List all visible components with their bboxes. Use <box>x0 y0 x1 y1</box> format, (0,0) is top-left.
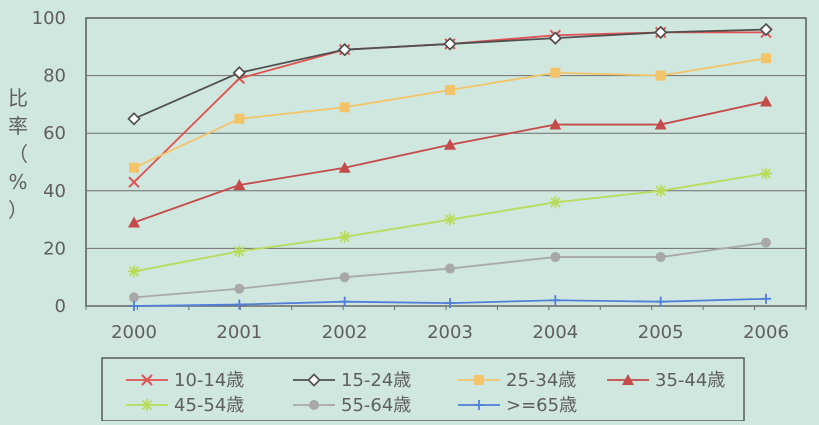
legend-item-6: >=65歳 <box>458 395 577 416</box>
y-tick-label-0: 0 <box>55 296 66 317</box>
legend-marker-0 <box>141 374 153 386</box>
legend-item-4: 45-54歳 <box>126 395 244 416</box>
x-tick-label-2: 2002 <box>322 322 368 343</box>
legend-item-1: 15-24歳 <box>293 370 411 391</box>
series-3-point-0 <box>128 216 140 228</box>
series-2-point-4 <box>550 67 561 78</box>
legend-label-5: 55-64歳 <box>341 395 411 416</box>
series-6-point-2 <box>339 296 350 307</box>
legend-label-3: 35-44歳 <box>655 370 725 391</box>
series-4-point-0 <box>128 265 140 278</box>
legend-label-6: >=65歳 <box>506 395 577 416</box>
y-tick-label-1: 20 <box>43 238 66 259</box>
legend-item-3: 35-44歳 <box>607 370 725 391</box>
y-tick-label-2: 40 <box>43 181 66 202</box>
y-tick-labels: 0 20 40 60 80 100 <box>32 8 66 317</box>
series-2-point-2 <box>339 102 350 113</box>
legend-item-0: 10-14歳 <box>126 370 244 391</box>
series-6-point-5 <box>655 296 666 307</box>
legend-marker-3 <box>622 374 634 385</box>
y-tick-label-4: 80 <box>43 66 66 87</box>
legend-marker-5 <box>309 400 319 410</box>
series-6-point-3 <box>445 298 455 309</box>
series-1-point-4 <box>548 31 563 45</box>
series-6-point-6 <box>761 293 771 304</box>
series-5-point-6 <box>761 237 771 248</box>
series-points <box>127 22 773 311</box>
x-tick-label-6: 2006 <box>743 322 789 343</box>
x-tick-label-1: 2001 <box>216 322 262 343</box>
series-1-point-0 <box>127 112 141 126</box>
series-0-point-0 <box>128 176 140 188</box>
y-axis-label-char-0: 比 <box>8 86 28 110</box>
series-2-point-1 <box>234 113 245 124</box>
series-5-point-4 <box>550 252 561 263</box>
legend-marker-2 <box>474 375 484 385</box>
series-2-point-6 <box>761 53 771 64</box>
series-5-point-0 <box>129 292 139 303</box>
series-2-point-0 <box>129 162 139 173</box>
y-axis-label-char-1: 率 <box>8 114 28 138</box>
series-3-point-4 <box>549 118 562 130</box>
series-2-point-3 <box>445 85 455 95</box>
x-tick-labels: 2000 2001 2002 2003 2004 2005 2006 <box>111 322 789 343</box>
y-tick-label-5: 100 <box>32 8 66 29</box>
series-1-point-3 <box>443 37 457 51</box>
legend-item-5: 55-64歳 <box>293 395 411 416</box>
y-axis-label-char-3: % <box>8 170 27 194</box>
series-4-point-6 <box>760 167 772 180</box>
series-1-point-5 <box>653 25 668 40</box>
series-1-point-2 <box>337 42 352 57</box>
gridlines <box>85 75 807 310</box>
legend-box <box>101 357 745 422</box>
series-4-point-2 <box>338 230 351 243</box>
y-axis-label-group: 比率 （% ） <box>8 86 28 222</box>
legend-label-1: 15-24歳 <box>341 370 411 391</box>
x-tick-label-0: 2000 <box>111 322 157 343</box>
series-4-point-5 <box>654 184 667 197</box>
plot-border <box>85 17 807 307</box>
series-2-point-5 <box>655 70 666 81</box>
series-3-point-6 <box>760 95 772 107</box>
y-axis-label-char-4: ） <box>8 198 28 222</box>
legend-label-0: 10-14歳 <box>174 370 244 391</box>
x-tick-label-5: 2005 <box>638 322 684 343</box>
series-4-point-3 <box>444 213 456 226</box>
legend-label-4: 45-54歳 <box>174 395 244 416</box>
series-6-point-1 <box>234 299 245 310</box>
legend: 10-14歳 15-24歳 25-34歳 35-44歳 45-54歳 55-64歳 >=65… <box>101 357 745 422</box>
x-tick-label-3: 2003 <box>427 322 473 343</box>
series-6-point-0 <box>129 301 139 311</box>
legend-marker-1 <box>307 373 321 387</box>
series-4-point-4 <box>549 196 562 209</box>
series-1-point-6 <box>759 22 773 37</box>
legend-marker-4 <box>141 399 153 411</box>
series-1-point-1 <box>232 66 247 80</box>
series-5-point-2 <box>339 272 350 283</box>
series-3-point-2 <box>338 161 351 173</box>
series-3-point-5 <box>654 118 667 130</box>
series-5-point-1 <box>234 283 245 294</box>
series-4-point-1 <box>233 245 246 258</box>
x-tick-label-4: 2004 <box>532 322 578 343</box>
legend-marker-6 <box>474 400 484 410</box>
series-3-point-3 <box>444 138 456 150</box>
legend-item-2: 25-34歳 <box>458 370 576 391</box>
legend-label-2: 25-34歳 <box>506 370 576 391</box>
series-5-point-5 <box>655 252 666 263</box>
series-3-point-1 <box>233 179 246 191</box>
series-5-point-3 <box>445 263 455 274</box>
series-6-point-4 <box>550 295 561 306</box>
y-axis-label-char-2: （ <box>8 142 28 166</box>
y-tick-label-3: 60 <box>43 123 66 144</box>
